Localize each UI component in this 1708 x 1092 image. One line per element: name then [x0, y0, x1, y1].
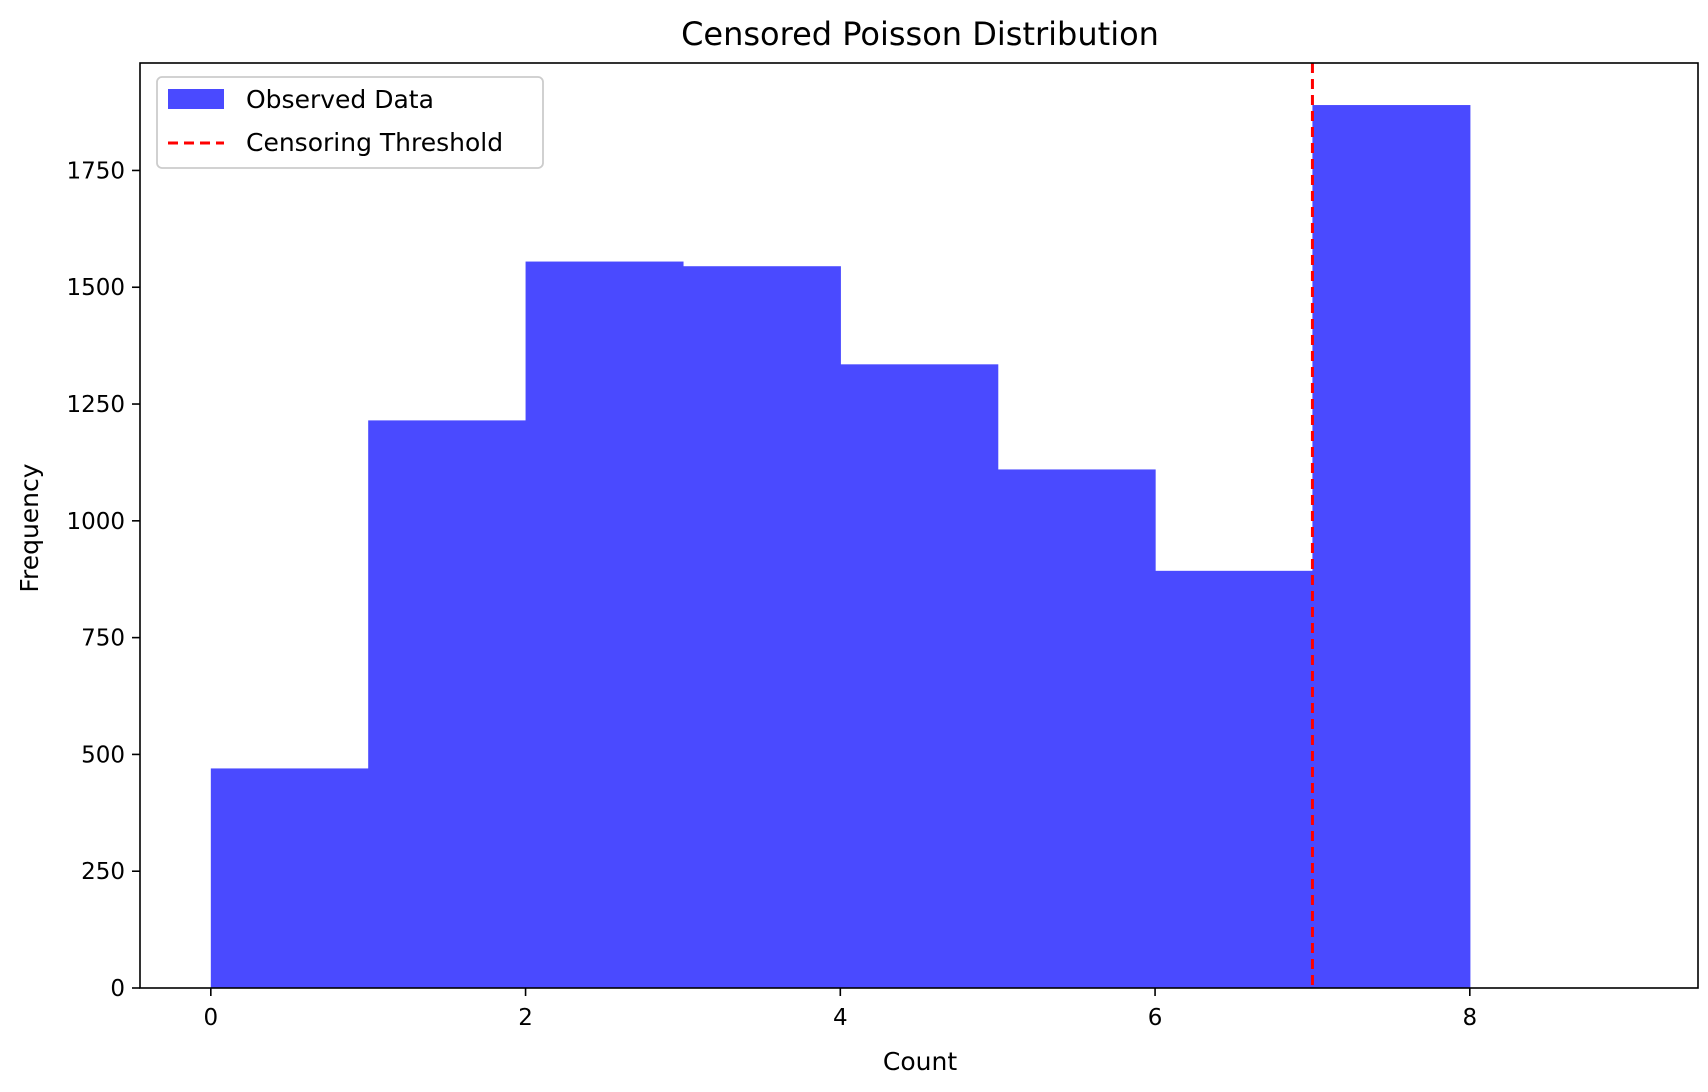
x-tick-label: 8: [1462, 1005, 1477, 1031]
y-axis-label: Frequency: [15, 463, 44, 592]
x-tick-label: 0: [203, 1005, 218, 1031]
x-axis: 0 2 4 6 8: [203, 988, 1477, 1031]
histogram-bars: [210, 105, 1471, 988]
histogram-bar: [997, 469, 1156, 988]
y-tick-label: 1250: [66, 392, 125, 418]
y-tick-label: 0: [110, 976, 125, 1002]
histogram-bar: [682, 266, 841, 988]
legend-censoring-threshold-label: Censoring Threshold: [246, 128, 503, 157]
histogram-bar: [210, 768, 369, 988]
y-tick-label: 1750: [66, 158, 125, 184]
x-tick-label: 4: [833, 1005, 848, 1031]
axes-frame: [139, 62, 1699, 989]
y-tick-label: 1000: [66, 509, 125, 535]
legend-observed-data-patch: [168, 89, 224, 109]
legend-box: [156, 76, 544, 169]
y-tick-label: 1500: [66, 275, 125, 301]
y-axis: 0 250 500 750 1000 1250 1500 1750: [66, 158, 140, 1002]
x-tick-label: 2: [518, 1005, 533, 1031]
histogram-bar: [1155, 570, 1314, 988]
histogram-bar: [1312, 105, 1471, 988]
histogram-bar: [840, 364, 999, 988]
y-tick-label: 500: [81, 742, 125, 768]
chart-title: Censored Poisson Distribution: [681, 15, 1159, 53]
y-tick-label: 250: [81, 859, 125, 885]
histogram-bar: [368, 420, 527, 988]
legend-observed-data-label: Observed Data: [246, 85, 434, 114]
histogram-bar: [525, 261, 684, 988]
y-tick-label: 750: [81, 626, 125, 652]
plot-area: [139, 62, 1699, 989]
x-tick-label: 6: [1148, 1005, 1163, 1031]
legend: Observed Data Censoring Threshold: [156, 76, 544, 169]
x-axis-label: Count: [883, 1047, 957, 1076]
